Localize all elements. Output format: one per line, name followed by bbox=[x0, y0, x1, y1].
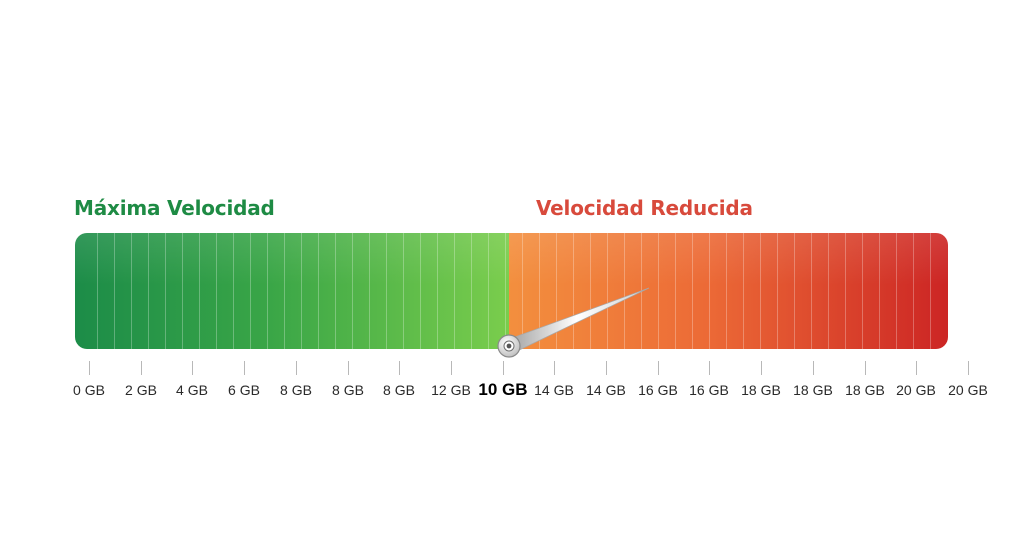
scale-tick bbox=[89, 361, 90, 375]
bar-segment-divider bbox=[318, 233, 319, 349]
bar-segment-divider bbox=[199, 233, 200, 349]
bar-segment-divider bbox=[284, 233, 285, 349]
bar-segment-divider bbox=[216, 233, 217, 349]
scale-label: 18 GB bbox=[845, 382, 885, 398]
bar-segment-divider bbox=[97, 233, 98, 349]
scale-label: 2 GB bbox=[125, 382, 157, 398]
scale-label: 8 GB bbox=[332, 382, 364, 398]
bar-segment-divider bbox=[471, 233, 472, 349]
bar-segment-divider bbox=[743, 233, 744, 349]
scale-label: 20 GB bbox=[948, 382, 988, 398]
bar-segment-divider bbox=[930, 233, 931, 349]
bar-segment-divider bbox=[607, 233, 608, 349]
bar-segment-divider bbox=[879, 233, 880, 349]
bar-segment-divider bbox=[386, 233, 387, 349]
scale-tick bbox=[813, 361, 814, 375]
scale-label: 14 GB bbox=[534, 382, 574, 398]
bar-segment-divider bbox=[182, 233, 183, 349]
scale-label: 16 GB bbox=[689, 382, 729, 398]
bar-segment-divider bbox=[250, 233, 251, 349]
bar-segment-divider bbox=[437, 233, 438, 349]
scale-tick bbox=[709, 361, 710, 375]
scale-tick bbox=[244, 361, 245, 375]
reduced-speed-zone bbox=[509, 233, 948, 349]
scale-tick bbox=[606, 361, 607, 375]
scale-label: 8 GB bbox=[280, 382, 312, 398]
bar-segment-divider bbox=[760, 233, 761, 349]
bar-segment-divider bbox=[896, 233, 897, 349]
bar-segment-divider bbox=[624, 233, 625, 349]
bar-segment-divider bbox=[505, 233, 506, 349]
scale-label: 18 GB bbox=[741, 382, 781, 398]
bar-segment-divider bbox=[131, 233, 132, 349]
bar-segment-divider bbox=[794, 233, 795, 349]
bar-segment-divider bbox=[369, 233, 370, 349]
max-speed-label: Máxima Velocidad bbox=[74, 196, 275, 220]
bar-segment-divider bbox=[267, 233, 268, 349]
scale-label: 20 GB bbox=[896, 382, 936, 398]
bar-segment-divider bbox=[335, 233, 336, 349]
bar-segment-divider bbox=[301, 233, 302, 349]
bar-segment-divider bbox=[726, 233, 727, 349]
scale-label: 4 GB bbox=[176, 382, 208, 398]
scale-tick bbox=[192, 361, 193, 375]
current-usage-label: 10 GB bbox=[478, 380, 528, 399]
scale-tick bbox=[503, 361, 504, 375]
scale-tick bbox=[865, 361, 866, 375]
bar-segment-divider bbox=[420, 233, 421, 349]
bar-segment-divider bbox=[913, 233, 914, 349]
full-speed-zone bbox=[75, 233, 509, 349]
bar-segment-divider bbox=[403, 233, 404, 349]
scale-label: 8 GB bbox=[383, 382, 415, 398]
reduced-speed-label: Velocidad Reducida bbox=[536, 196, 753, 220]
scale-tick bbox=[968, 361, 969, 375]
bar-segment-divider bbox=[658, 233, 659, 349]
bar-segment-divider bbox=[114, 233, 115, 349]
scale-tick bbox=[554, 361, 555, 375]
bar-segment-divider bbox=[352, 233, 353, 349]
scale-tick bbox=[296, 361, 297, 375]
bar-segment-divider bbox=[709, 233, 710, 349]
scale-tick bbox=[399, 361, 400, 375]
scale-tick bbox=[141, 361, 142, 375]
needle-pivot-icon bbox=[497, 334, 521, 358]
bar-segment-divider bbox=[777, 233, 778, 349]
bar-segment-divider bbox=[539, 233, 540, 349]
scale-label: 12 GB bbox=[431, 382, 471, 398]
scale-label: 6 GB bbox=[228, 382, 260, 398]
bar-segment-divider bbox=[573, 233, 574, 349]
bar-segment-divider bbox=[811, 233, 812, 349]
scale-tick bbox=[761, 361, 762, 375]
scale-tick bbox=[916, 361, 917, 375]
bar-segment-divider bbox=[862, 233, 863, 349]
bar-segment-divider bbox=[590, 233, 591, 349]
bar-segment-divider bbox=[454, 233, 455, 349]
bar-segment-divider bbox=[522, 233, 523, 349]
scale-label: 18 GB bbox=[793, 382, 833, 398]
scale-label: 16 GB bbox=[638, 382, 678, 398]
bar-segment-divider bbox=[148, 233, 149, 349]
scale-tick bbox=[451, 361, 452, 375]
bar-segment-divider bbox=[233, 233, 234, 349]
bar-segment-divider bbox=[556, 233, 557, 349]
scale-label: 0 GB bbox=[73, 382, 105, 398]
bar-segment-divider bbox=[828, 233, 829, 349]
scale-label: 14 GB bbox=[586, 382, 626, 398]
scale-tick bbox=[348, 361, 349, 375]
bar-segment-divider bbox=[845, 233, 846, 349]
bar-segment-divider bbox=[165, 233, 166, 349]
scale-tick bbox=[658, 361, 659, 375]
bar-segment-divider bbox=[675, 233, 676, 349]
bar-segment-divider bbox=[488, 233, 489, 349]
bar-segment-divider bbox=[692, 233, 693, 349]
